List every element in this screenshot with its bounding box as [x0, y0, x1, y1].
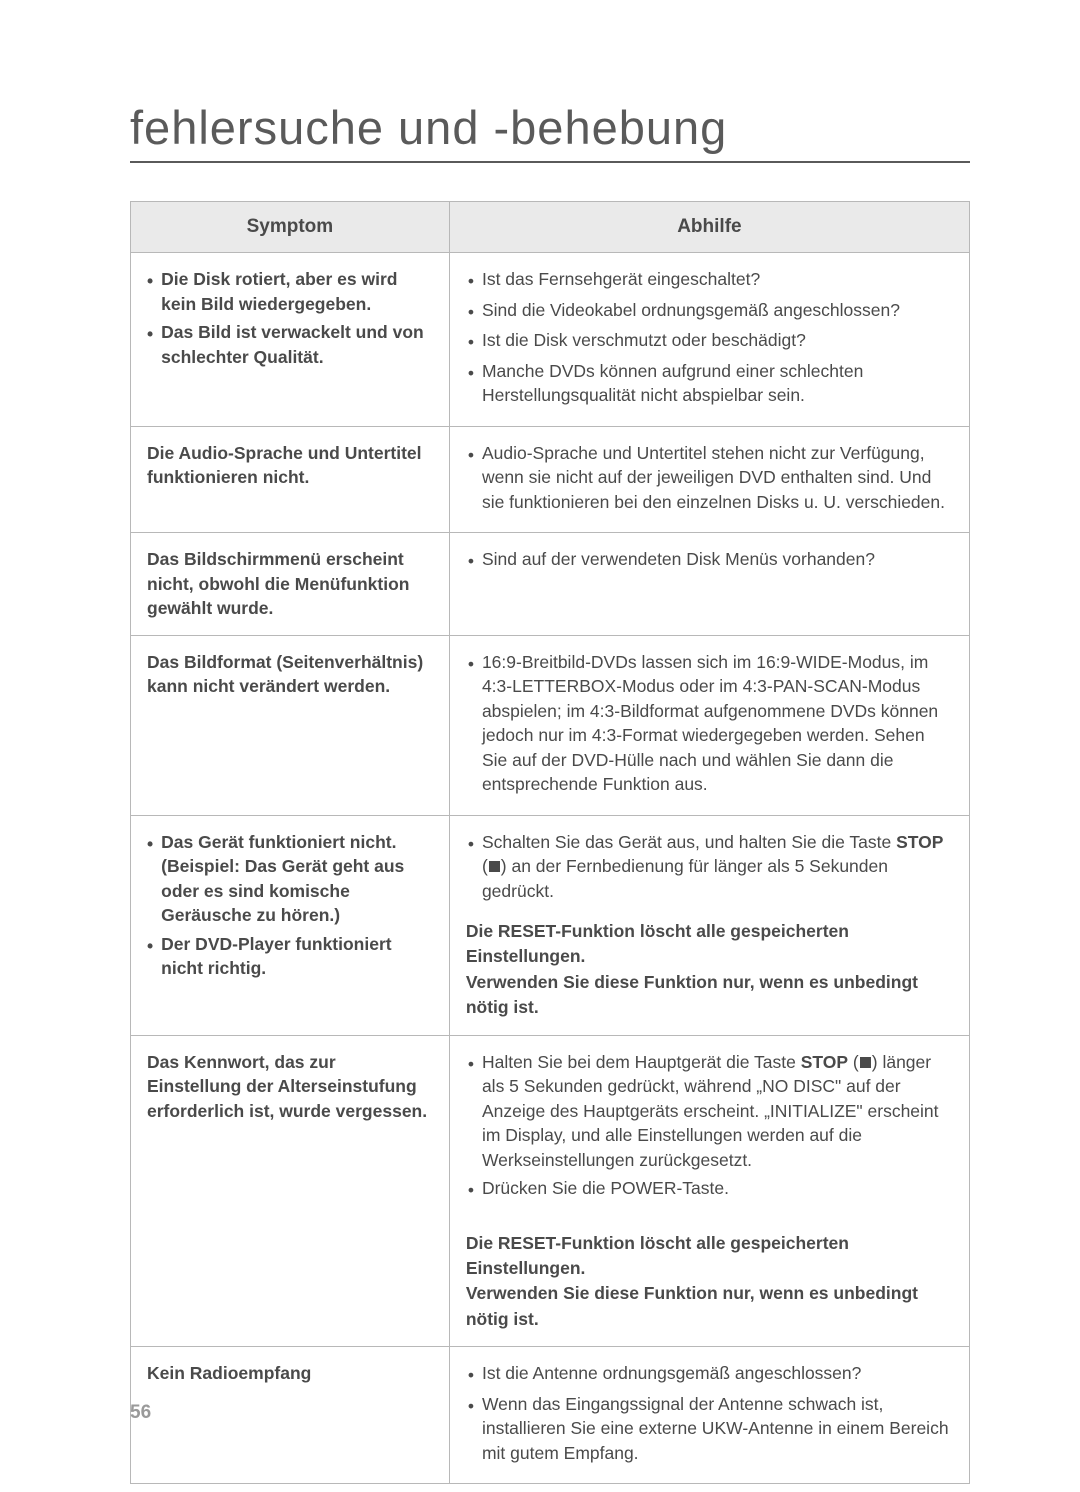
- stop-icon: [860, 1057, 871, 1068]
- symptom-cell: Das Kennwort, das zur Einstellung der Al…: [131, 1035, 450, 1347]
- troubleshoot-table: Symptom Abhilfe • Die Disk rotiert, aber…: [130, 201, 970, 1484]
- bullet-icon: •: [468, 1394, 474, 1419]
- remedy-cell: • Sind auf der verwendeten Disk Menüs vo…: [449, 533, 969, 636]
- remedy-cell: • Halten Sie bei dem Hauptgerät die Tast…: [449, 1035, 969, 1347]
- remedy-text: Ist das Fernsehgerät eingeschaltet?: [482, 267, 953, 292]
- remedy-note: Die RESET-Funktion löscht alle gespeiche…: [466, 1231, 953, 1333]
- remedy-text: Ist die Antenne ordnungsgemäß angeschlos…: [482, 1361, 953, 1386]
- header-remedy: Abhilfe: [449, 202, 969, 253]
- symptom-bullet: • Das Gerät funktioniert nicht. (Beispie…: [147, 830, 433, 928]
- table-row: Das Bildschirmmenü erscheint nicht, obwo…: [131, 533, 970, 636]
- remedy-cell: • 16:9-Breitbild-DVDs lassen sich im 16:…: [449, 635, 969, 815]
- remedy-bullet: • Wenn das Eingangssignal der Antenne sc…: [466, 1392, 953, 1466]
- remedy-cell: • Ist die Antenne ordnungsgemäß angeschl…: [449, 1347, 969, 1484]
- table-row: • Das Gerät funktioniert nicht. (Beispie…: [131, 815, 970, 1035]
- bullet-icon: •: [468, 832, 474, 857]
- remedy-bullet: • Ist die Antenne ordnungsgemäß angeschl…: [466, 1361, 953, 1388]
- remedy-note-line: Die RESET-Funktion löscht alle gespeiche…: [466, 1231, 953, 1282]
- remedy-text-suffix: ) an der Fernbedienung für länger als 5 …: [482, 856, 888, 901]
- table-row: Das Bildformat (Seitenverhältnis) kann n…: [131, 635, 970, 815]
- symptom-text: Das Bild ist verwackelt und von schlecht…: [161, 320, 433, 369]
- header-symptom: Symptom: [131, 202, 450, 253]
- remedy-text: Halten Sie bei dem Hauptgerät die Taste …: [482, 1050, 953, 1173]
- remedy-bullet: • Ist das Fernsehgerät eingeschaltet?: [466, 267, 953, 294]
- page-title: fehlersuche und -behebung: [130, 100, 970, 163]
- remedy-text: Schalten Sie das Gerät aus, und halten S…: [482, 830, 953, 904]
- remedy-note-line: Verwenden Sie diese Funktion nur, wenn e…: [466, 1281, 953, 1332]
- remedy-text: Ist die Disk verschmutzt oder beschädigt…: [482, 328, 953, 353]
- bullet-icon: •: [468, 300, 474, 325]
- bullet-icon: •: [468, 1178, 474, 1203]
- bullet-icon: •: [468, 1363, 474, 1388]
- remedy-bullet: • Sind auf der verwendeten Disk Menüs vo…: [466, 547, 953, 574]
- stop-icon: [489, 861, 500, 872]
- remedy-text-prefix: Schalten Sie das Gerät aus, und halten S…: [482, 832, 896, 852]
- remedy-bullet: • Manche DVDs können aufgrund einer schl…: [466, 359, 953, 408]
- remedy-bullet: • 16:9-Breitbild-DVDs lassen sich im 16:…: [466, 650, 953, 797]
- bullet-icon: •: [468, 361, 474, 386]
- remedy-cell: • Ist das Fernsehgerät eingeschaltet? • …: [449, 253, 969, 427]
- symptom-cell: Kein Radioempfang: [131, 1347, 450, 1484]
- remedy-cell: • Audio-Sprache und Untertitel stehen ni…: [449, 426, 969, 533]
- remedy-text: Sind auf der verwendeten Disk Menüs vorh…: [482, 547, 953, 572]
- bullet-icon: •: [147, 934, 153, 959]
- remedy-text: Audio-Sprache und Untertitel stehen nich…: [482, 441, 953, 515]
- remedy-text: Drücken Sie die POWER-Taste.: [482, 1176, 953, 1201]
- bullet-icon: •: [468, 330, 474, 355]
- stop-label: STOP: [801, 1052, 848, 1072]
- symptom-cell: Das Bildschirmmenü erscheint nicht, obwo…: [131, 533, 450, 636]
- bullet-icon: •: [468, 549, 474, 574]
- remedy-note: Die RESET-Funktion löscht alle gespeiche…: [466, 919, 953, 1021]
- bullet-icon: •: [468, 443, 474, 468]
- table-row: Das Kennwort, das zur Einstellung der Al…: [131, 1035, 970, 1347]
- table-row: Kein Radioempfang • Ist die Antenne ordn…: [131, 1347, 970, 1484]
- remedy-text: Wenn das Eingangssignal der Antenne schw…: [482, 1392, 953, 1466]
- bullet-icon: •: [147, 322, 153, 347]
- symptom-cell: Das Bildformat (Seitenverhältnis) kann n…: [131, 635, 450, 815]
- remedy-cell: • Schalten Sie das Gerät aus, und halten…: [449, 815, 969, 1035]
- remedy-text-prefix: Halten Sie bei dem Hauptgerät die Taste: [482, 1052, 801, 1072]
- remedy-text: Manche DVDs können aufgrund einer schlec…: [482, 359, 953, 408]
- stop-label: STOP: [896, 832, 943, 852]
- symptom-bullet: • Die Disk rotiert, aber es wird kein Bi…: [147, 267, 433, 316]
- remedy-note-line: Die RESET-Funktion löscht alle gespeiche…: [466, 919, 953, 970]
- symptom-text: Das Gerät funktioniert nicht. (Beispiel:…: [161, 830, 433, 928]
- symptom-bullet: • Das Bild ist verwackelt und von schlec…: [147, 320, 433, 369]
- bullet-icon: •: [468, 269, 474, 294]
- bullet-icon: •: [468, 652, 474, 677]
- remedy-bullet: • Schalten Sie das Gerät aus, und halten…: [466, 830, 953, 904]
- table-header-row: Symptom Abhilfe: [131, 202, 970, 253]
- bullet-icon: •: [147, 269, 153, 294]
- remedy-text: Sind die Videokabel ordnungsgemäß angesc…: [482, 298, 953, 323]
- page-number: 56: [130, 1402, 151, 1424]
- remedy-bullet: • Sind die Videokabel ordnungsgemäß ange…: [466, 298, 953, 325]
- remedy-bullet: • Audio-Sprache und Untertitel stehen ni…: [466, 441, 953, 515]
- symptom-bullet: • Der DVD-Player funktioniert nicht rich…: [147, 932, 433, 981]
- symptom-cell: • Das Gerät funktioniert nicht. (Beispie…: [131, 815, 450, 1035]
- remedy-note-line: Verwenden Sie diese Funktion nur, wenn e…: [466, 970, 953, 1021]
- symptom-cell: • Die Disk rotiert, aber es wird kein Bi…: [131, 253, 450, 427]
- remedy-bullet: • Ist die Disk verschmutzt oder beschädi…: [466, 328, 953, 355]
- remedy-bullet: • Drücken Sie die POWER-Taste.: [466, 1176, 953, 1203]
- table-row: • Die Disk rotiert, aber es wird kein Bi…: [131, 253, 970, 427]
- symptom-text: Der DVD-Player funktioniert nicht richti…: [161, 932, 433, 981]
- table-row: Die Audio-Sprache und Untertitel funktio…: [131, 426, 970, 533]
- symptom-cell: Die Audio-Sprache und Untertitel funktio…: [131, 426, 450, 533]
- remedy-bullet: • Halten Sie bei dem Hauptgerät die Tast…: [466, 1050, 953, 1173]
- bullet-icon: •: [468, 1052, 474, 1077]
- symptom-text: Die Disk rotiert, aber es wird kein Bild…: [161, 267, 433, 316]
- remedy-text: 16:9-Breitbild-DVDs lassen sich im 16:9-…: [482, 650, 953, 797]
- bullet-icon: •: [147, 832, 153, 857]
